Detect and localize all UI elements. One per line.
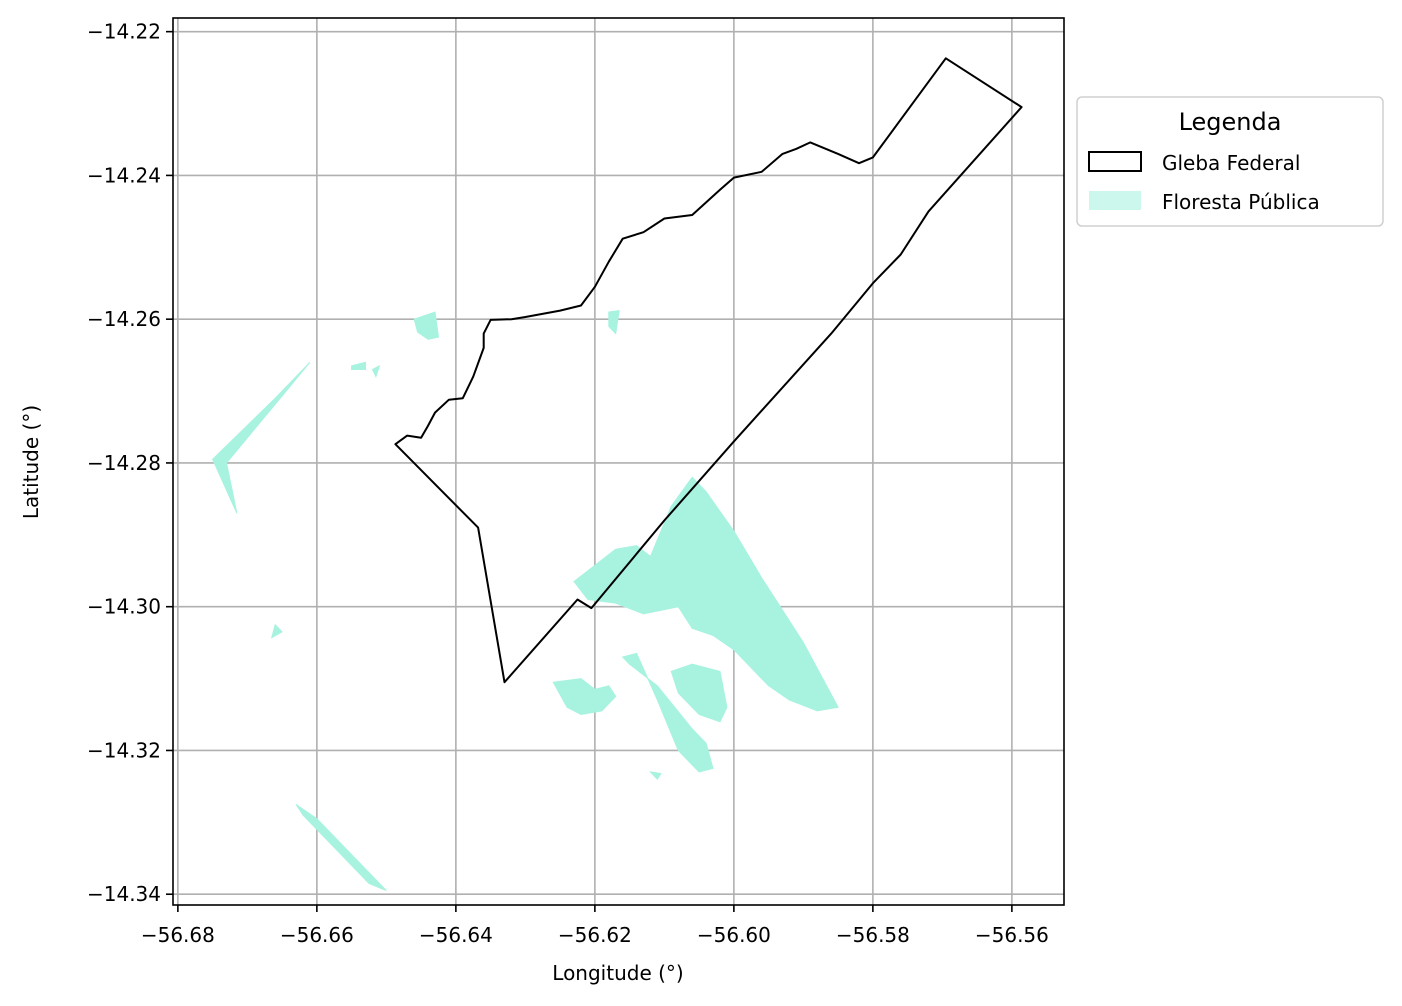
x-tick-label: −56.66 <box>280 923 354 947</box>
y-tick-label: −14.32 <box>87 738 161 762</box>
x-tick-label: −56.58 <box>836 923 910 947</box>
x-axis-title: Longitude (°) <box>552 961 683 985</box>
legend-title: Legenda <box>1179 108 1282 136</box>
gleba-federal-swatch <box>1089 152 1141 171</box>
y-tick-label: −14.28 <box>87 451 161 475</box>
legend-label-gleba-federal: Gleba Federal <box>1162 151 1300 175</box>
y-tick-label: −14.34 <box>87 882 161 906</box>
legend-label-floresta-publica: Floresta Pública <box>1162 190 1320 214</box>
x-tick-label: −56.60 <box>697 923 771 947</box>
x-tick-label: −56.62 <box>558 923 632 947</box>
y-tick-label: −14.22 <box>87 20 161 44</box>
y-tick-label: −14.26 <box>87 307 161 331</box>
y-tick-label: −14.24 <box>87 163 161 187</box>
y-tick-label: −14.30 <box>87 595 161 619</box>
y-axis-title: Latitude (°) <box>19 405 43 519</box>
legend: Legenda Gleba Federal Floresta Pública <box>1077 97 1383 226</box>
x-tick-label: −56.68 <box>141 923 215 947</box>
floresta-publica-swatch <box>1089 191 1141 210</box>
x-tick-label: −56.56 <box>975 923 1049 947</box>
x-tick-label: −56.64 <box>419 923 493 947</box>
